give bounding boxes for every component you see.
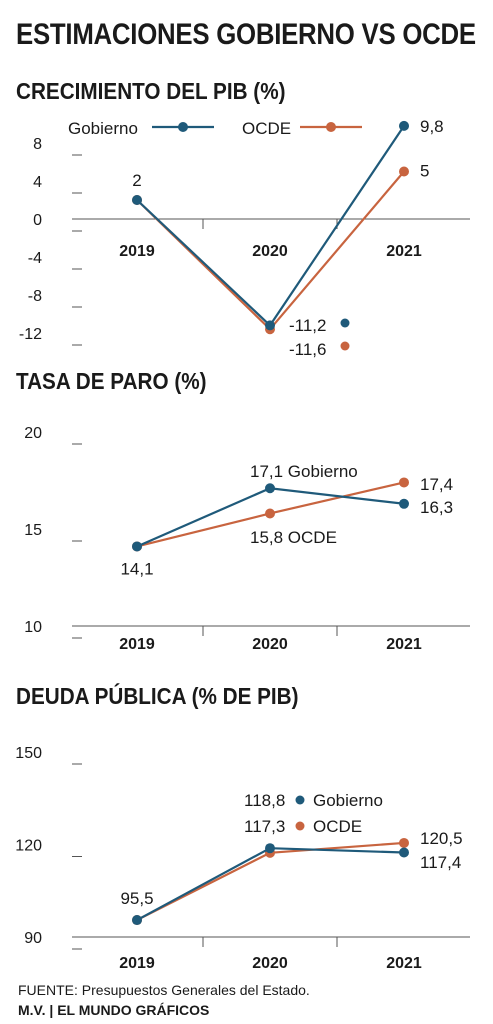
credit-note: M.V. | EL MUNDO GRÁFICOS (18, 1002, 210, 1018)
legend-label-gobierno: Gobierno (68, 119, 138, 138)
x-tick-label-2-1: 2020 (252, 955, 288, 972)
data-label-paro-2019: 14,1 (120, 559, 153, 578)
data-label-pib-2019: 2 (132, 171, 141, 190)
data-label-pib-gob-2020: -11,2 (289, 316, 327, 335)
point-1-1-2 (399, 477, 409, 488)
point-2-0-2 (399, 847, 409, 858)
data-label-pib-gob-2021: 9,8 (420, 117, 444, 136)
y-tick-label-0-0: 8 (33, 136, 42, 153)
x-tick-label-1-2: 2021 (386, 636, 422, 653)
y-tick-label-1-0: 20 (24, 425, 42, 442)
legend-label-deuda-gobierno: Gobierno (313, 791, 383, 810)
chart-1 (72, 443, 470, 639)
point-2-1-2 (399, 837, 409, 848)
x-tick-label-1-0: 2019 (119, 636, 155, 653)
point-0-0-0 (132, 195, 142, 205)
chart-0 (72, 120, 470, 346)
x-tick-label-1-1: 2020 (252, 636, 288, 653)
y-tick-label-0-2: 0 (33, 212, 42, 229)
data-label-paro-ocde-2021: 17,4 (420, 475, 453, 494)
legend-label-ocde: OCDE (242, 119, 291, 138)
point-1-0-0 (132, 541, 142, 552)
legend-dot-deuda-gobierno (295, 795, 305, 805)
y-tick-label-1-1: 15 (24, 522, 42, 539)
point-0-0-1 (265, 320, 275, 331)
data-label-deuda-2019: 95,5 (120, 889, 153, 908)
y-tick-label-1-2: 10 (24, 619, 42, 636)
legend-label-deuda-ocde: OCDE (313, 817, 362, 836)
y-tick-label-2-0: 150 (15, 745, 42, 762)
x-tick-label-0-2: 2021 (386, 243, 422, 260)
data-label-pib-ocde-2021: 5 (420, 162, 429, 181)
chart-title-deuda: DEUDA PÚBLICA (% DE PIB) (16, 683, 299, 709)
y-tick-label-0-3: -4 (28, 250, 42, 267)
point-0-0-2 (399, 120, 409, 131)
source-note: FUENTE: Presupuestos Generales del Estad… (18, 982, 310, 998)
data-label-deuda-ocde-2020: 117,3 (244, 817, 285, 836)
x-tick-label-2-2: 2021 (386, 955, 422, 972)
point-2-0-0 (132, 915, 142, 926)
chart-2 (72, 763, 470, 950)
point-1-0-1 (265, 483, 275, 494)
data-label-deuda-ocde-2021: 120,5 (420, 829, 463, 848)
y-tick-label-2-1: 120 (15, 838, 42, 855)
point-1-1-1 (265, 508, 275, 519)
x-tick-label-0-1: 2020 (252, 243, 288, 260)
chart-title-pib: CRECIMIENTO DEL PIB (%) (16, 78, 286, 104)
y-tick-label-0-5: -12 (19, 326, 42, 343)
legend-dot-deuda-ocde (295, 821, 305, 831)
data-label-paro-gob-2021: 16,3 (420, 498, 453, 517)
point-0-1-2 (399, 166, 409, 177)
y-tick-label-0-1: 4 (33, 174, 42, 191)
data-label-pib-ocde-2020: -11,6 (289, 340, 327, 359)
x-tick-label-2-0: 2019 (119, 955, 155, 972)
series-line-2-0 (136, 847, 405, 922)
marker-pib-gob-2020 (340, 318, 350, 328)
series-line-0-0 (136, 125, 405, 328)
legend-dot-ocde (326, 122, 336, 132)
y-tick-label-0-4: -8 (28, 288, 42, 305)
x-tick-label-0-0: 2019 (119, 243, 155, 260)
y-tick-label-2-2: 90 (24, 930, 42, 947)
chart-title-paro: TASA DE PARO (%) (16, 368, 207, 394)
data-label-paro-gob-2020: 17,1 Gobierno (250, 462, 358, 481)
page-title: ESTIMACIONES GOBIERNO VS OCDE (16, 18, 476, 51)
data-label-deuda-gob-2020: 118,8 (244, 791, 285, 810)
data-label-deuda-gob-2021: 117,4 (420, 853, 461, 872)
point-2-0-1 (265, 843, 275, 854)
point-1-0-2 (399, 498, 409, 509)
legend-dot-gobierno (178, 122, 188, 132)
data-label-paro-ocde-2020: 15,8 OCDE (250, 528, 337, 547)
marker-pib-ocde-2020 (340, 341, 350, 351)
